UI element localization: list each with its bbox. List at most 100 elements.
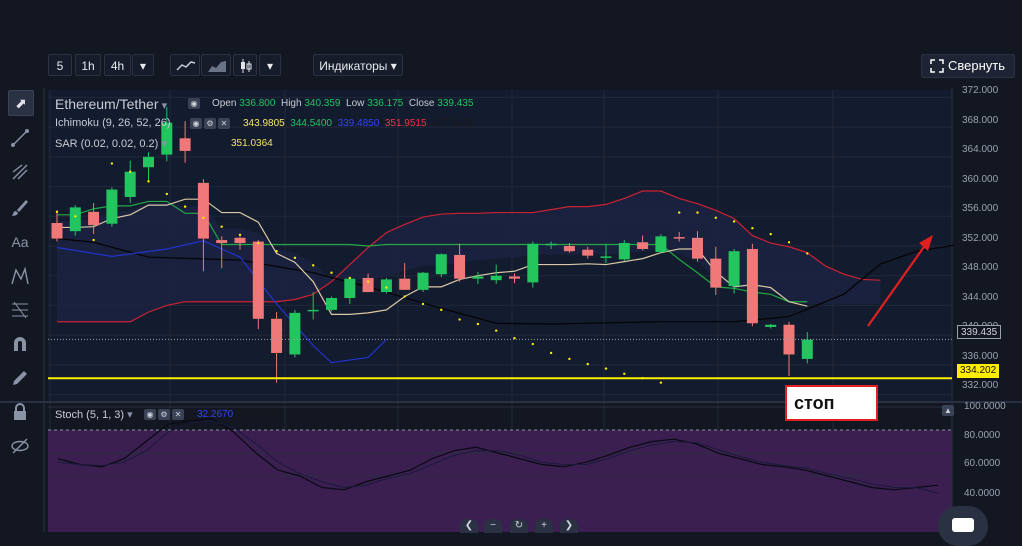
stoch-name[interactable]: Stoch (5, 1, 3)	[55, 409, 125, 421]
kijun-line	[57, 200, 808, 303]
candles-button[interactable]	[233, 54, 257, 76]
stoch-tick: 40.0000	[964, 488, 1001, 499]
sar-dot	[714, 216, 717, 219]
eye-icon[interactable]: ◉	[144, 409, 156, 420]
collapse-button[interactable]: Свернуть	[921, 54, 1015, 78]
bear-candle	[399, 278, 411, 290]
symbol-name[interactable]: Ethereum/Tether	[55, 96, 159, 112]
bull-candle	[69, 207, 81, 232]
sar-dot	[623, 372, 626, 375]
interval-5[interactable]: 5	[48, 54, 72, 76]
sar-legend: SAR (0.02, 0.02, 0.2) ▾	[55, 137, 167, 150]
chevron-down-icon: ▾	[139, 59, 147, 73]
indicators-button[interactable]: Индикаторы ▾	[313, 54, 403, 76]
sar-dot	[678, 211, 681, 214]
bear-candle	[509, 276, 520, 279]
eye-off-tool[interactable]	[8, 434, 32, 458]
sar-dot	[495, 329, 498, 332]
lock-tool[interactable]	[8, 400, 32, 424]
chart-style-dropdown-button[interactable]: ▾	[259, 54, 281, 76]
sar-dot	[641, 377, 644, 380]
sar-dot	[659, 381, 663, 384]
close-icon[interactable]: ✕	[172, 409, 184, 420]
chevron-down-icon[interactable]: ▾	[161, 138, 167, 150]
pencil-icon	[13, 371, 27, 385]
bull-candle	[143, 156, 154, 168]
chevron-down-icon[interactable]: ▾	[161, 100, 168, 112]
maximize-pane-icon[interactable]: ▲	[942, 405, 954, 416]
indicators-label: Индикаторы	[319, 59, 388, 73]
drawing-toolbar: ⬈ Aa	[0, 48, 40, 532]
bear-candle	[362, 277, 374, 293]
zoom-out-button[interactable]: −	[484, 519, 502, 533]
fork-icon	[12, 164, 28, 180]
area-chart-icon	[208, 61, 226, 72]
fib-icon	[12, 301, 28, 319]
close-icon[interactable]: ✕	[218, 118, 230, 129]
sar-dot	[696, 211, 699, 214]
fork-tool[interactable]	[8, 160, 32, 184]
price-tick: 332.000	[962, 380, 999, 391]
interval-1h[interactable]: 1h	[75, 54, 101, 76]
price-tick: 336.000	[962, 351, 999, 362]
bear-candle	[234, 237, 246, 244]
ichimoku-name[interactable]: Ichimoku (9, 26, 52, 26)	[55, 117, 171, 129]
stoch-k-line	[57, 417, 939, 491]
eye-icon[interactable]: ◉	[190, 118, 202, 129]
sar-dot	[531, 342, 534, 346]
price-tick: 364.000	[962, 144, 999, 155]
chevron-down-icon[interactable]: ▾	[127, 409, 133, 421]
chat-button[interactable]	[938, 506, 988, 546]
chevron-down-icon: ▾	[266, 59, 274, 73]
magnet-tool[interactable]	[8, 332, 32, 356]
stop-annotation: стоп	[785, 385, 878, 421]
reset-button[interactable]: ↻	[510, 519, 528, 533]
senkou-b-line	[57, 190, 881, 323]
price-tick: 344.000	[962, 292, 999, 303]
bull-candle	[326, 298, 337, 310]
sar-dot	[458, 318, 461, 321]
sar-dot	[220, 225, 223, 228]
sar-dot	[147, 180, 150, 183]
scroll-right-button[interactable]: ❯	[560, 519, 578, 533]
cursor-tool[interactable]: ⬈	[8, 90, 34, 116]
stoch-tick: 100.0000	[964, 401, 1006, 412]
text-tool[interactable]: Aa	[8, 230, 32, 254]
lock-icon	[14, 403, 26, 420]
collapse-icon	[930, 59, 944, 73]
sar-name[interactable]: SAR (0.02, 0.02, 0.2)	[55, 138, 159, 150]
trend-line-tool[interactable]	[8, 126, 32, 150]
tenkan-line	[57, 198, 808, 315]
sar-dot	[751, 226, 754, 230]
sar-dot	[787, 241, 791, 244]
area-chart-button[interactable]	[201, 54, 231, 76]
bull-candle	[801, 339, 813, 359]
stop-price-tag: 334.202	[957, 364, 1000, 378]
bull-candle	[307, 309, 319, 312]
gear-icon[interactable]: ⚙	[204, 118, 216, 129]
bull-candle	[600, 256, 612, 258]
price-axis[interactable]: 372.000 368.000 364.000 360.000 356.000 …	[952, 85, 1022, 532]
sar-dot	[604, 367, 608, 370]
magnet-icon	[14, 337, 26, 351]
scroll-left-button[interactable]: ❮	[460, 519, 478, 533]
main-legend: Ethereum/Tether ▾	[55, 96, 167, 112]
annotation-arrow	[867, 243, 927, 327]
bull-candle	[435, 254, 447, 275]
chevron-down-icon: ▾	[390, 59, 397, 73]
line-chart-icon	[176, 61, 196, 71]
gear-icon[interactable]: ⚙	[158, 409, 170, 420]
bull-candle	[344, 278, 356, 298]
interval-4h[interactable]: 4h	[104, 54, 131, 76]
eye-icon[interactable]: ◉	[188, 98, 200, 109]
sar-dot	[202, 216, 205, 219]
fib-tool[interactable]	[8, 298, 32, 322]
pencil-tool[interactable]	[8, 366, 32, 390]
collapse-label: Свернуть	[948, 58, 1006, 73]
zoom-in-button[interactable]: +	[535, 519, 553, 533]
pattern-tool[interactable]	[8, 264, 32, 288]
brush-tool[interactable]	[8, 196, 32, 220]
sar-dot	[165, 192, 168, 196]
line-chart-button[interactable]	[170, 54, 200, 76]
interval-dropdown-button[interactable]: ▾	[132, 54, 154, 76]
